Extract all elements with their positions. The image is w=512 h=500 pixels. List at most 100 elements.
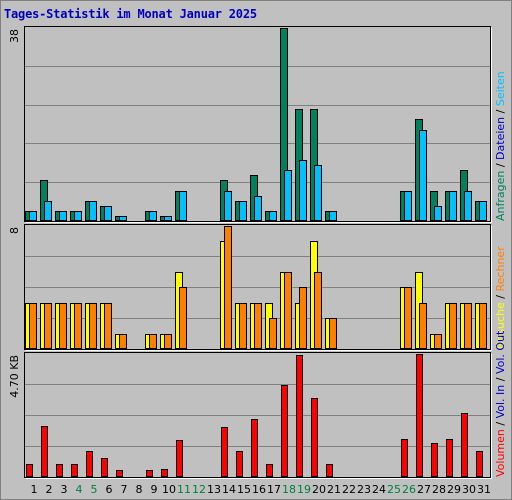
bar-rechner-day-26	[404, 287, 412, 349]
bar-rechner-day-17	[269, 318, 277, 349]
x-tick-label: 28	[432, 483, 446, 496]
bar-dateien-day-21	[329, 211, 337, 221]
legend-separator: /	[494, 106, 507, 117]
bar-rechner-day-30	[464, 303, 472, 349]
bar-volumen-day-15	[236, 451, 243, 477]
bar-volumen-day-28	[431, 443, 438, 477]
x-tick-label: 30	[462, 483, 476, 496]
bar-rechner-day-28	[434, 334, 442, 349]
legend-label: Besuche / Rechner	[494, 246, 507, 349]
bar-rechner-day-11	[179, 287, 187, 349]
bar-volumen-day-2	[41, 426, 48, 477]
bar-volumen-day-29	[446, 439, 453, 477]
x-tick-label: 19	[297, 483, 311, 496]
bar-volumen-day-11	[176, 440, 183, 477]
bar-dateien-day-19	[299, 160, 307, 221]
x-tick-label: 10	[162, 483, 176, 496]
bar-rechner-day-19	[299, 287, 307, 349]
x-tick-label: 16	[252, 483, 266, 496]
bar-dateien-day-14	[224, 191, 232, 221]
x-tick-label: 7	[121, 483, 128, 496]
legend-entry: Anfragen	[494, 171, 507, 221]
x-tick-label: 25	[387, 483, 401, 496]
bar-volumen-day-21	[326, 464, 333, 477]
bar-volumen-day-7	[116, 470, 123, 477]
bar-volumen-day-26	[401, 439, 408, 477]
x-tick-label: 15	[237, 483, 251, 496]
bar-rechner-day-31	[479, 303, 487, 349]
x-tick-label: 24	[372, 483, 386, 496]
bar-volumen-day-4	[71, 464, 78, 477]
x-tick-label: 14	[222, 483, 236, 496]
bar-volumen-day-3	[56, 464, 63, 477]
legend-entry: Volumen	[494, 429, 507, 477]
x-tick-label: 3	[61, 483, 68, 496]
x-tick-label: 5	[91, 483, 98, 496]
bar-volumen-day-6	[101, 458, 108, 477]
bar-volumen-day-5	[86, 451, 93, 477]
bar-rechner-day-16	[254, 303, 262, 349]
legend-label: Volumen / Vol. In / Vol. Out	[494, 330, 507, 477]
scale-label: 38	[8, 29, 21, 43]
bar-dateien-day-16	[254, 196, 262, 221]
bar-rechner-day-14	[224, 226, 232, 349]
bar-dateien-day-20	[314, 165, 322, 221]
bar-rechner-day-3	[59, 303, 67, 349]
scale-label: 8	[8, 227, 21, 234]
legend-separator: /	[494, 291, 507, 302]
bar-volumen-day-31	[476, 451, 483, 477]
bar-rechner-day-1	[29, 303, 37, 349]
x-tick-label: 12	[192, 483, 206, 496]
bar-volumen-day-14	[221, 427, 228, 477]
x-tick-label: 6	[106, 483, 113, 496]
x-tick-label: 31	[477, 483, 491, 496]
legend-entry: Seiten	[494, 71, 507, 106]
bar-rechner-day-2	[44, 303, 52, 349]
bar-rechner-day-20	[314, 272, 322, 349]
bar-dateien-day-27	[419, 130, 427, 221]
panel-frame	[24, 26, 491, 222]
x-tick-label: 8	[136, 483, 143, 496]
x-tick-label: 11	[177, 483, 191, 496]
x-tick-label: 1	[31, 483, 38, 496]
x-tick-label: 21	[327, 483, 341, 496]
x-tick-label: 22	[342, 483, 356, 496]
bar-volumen-day-17	[266, 464, 273, 477]
bar-dateien-day-15	[239, 201, 247, 221]
bar-volumen-day-18	[281, 385, 288, 477]
legend-label: Anfragen / Dateien / Seiten	[494, 71, 507, 221]
bar-dateien-day-1	[29, 211, 37, 221]
legend-separator: /	[494, 374, 507, 385]
bar-rechner-day-6	[104, 303, 112, 349]
scale-label: 4.70 KB	[8, 355, 21, 398]
bar-dateien-day-26	[404, 191, 412, 221]
x-tick-label: 4	[76, 483, 83, 496]
x-tick-label: 13	[207, 483, 221, 496]
bar-dateien-day-11	[179, 191, 187, 221]
bar-rechner-day-27	[419, 303, 427, 349]
bar-volumen-day-16	[251, 419, 258, 477]
bar-rechner-day-4	[74, 303, 82, 349]
panel-kbytes: 4.70 KB Volumen / Vol. In / Vol. Out	[8, 330, 507, 479]
panel-frame	[24, 224, 491, 350]
bar-dateien-day-9	[149, 211, 157, 221]
bar-volumen-day-30	[461, 413, 468, 477]
x-tick-label: 27	[417, 483, 431, 496]
bar-dateien-day-10	[164, 216, 172, 221]
bar-volumen-day-10	[161, 469, 168, 477]
panel-frame	[24, 352, 491, 478]
bar-dateien-day-29	[449, 191, 457, 221]
legend-entry: Vol. In	[494, 385, 507, 419]
bar-dateien-day-30	[464, 191, 472, 221]
bar-rechner-day-29	[449, 303, 457, 349]
x-tick-label: 29	[447, 483, 461, 496]
bar-dateien-day-28	[434, 206, 442, 221]
bar-rechner-day-7	[119, 334, 127, 349]
bar-volumen-day-19	[296, 355, 303, 477]
bar-rechner-day-5	[89, 303, 97, 349]
legend-separator: /	[494, 418, 507, 429]
bar-dateien-day-18	[284, 170, 292, 221]
panel-visits: 8 Besuche / Rechner	[8, 224, 507, 351]
bar-dateien-day-7	[119, 216, 127, 221]
